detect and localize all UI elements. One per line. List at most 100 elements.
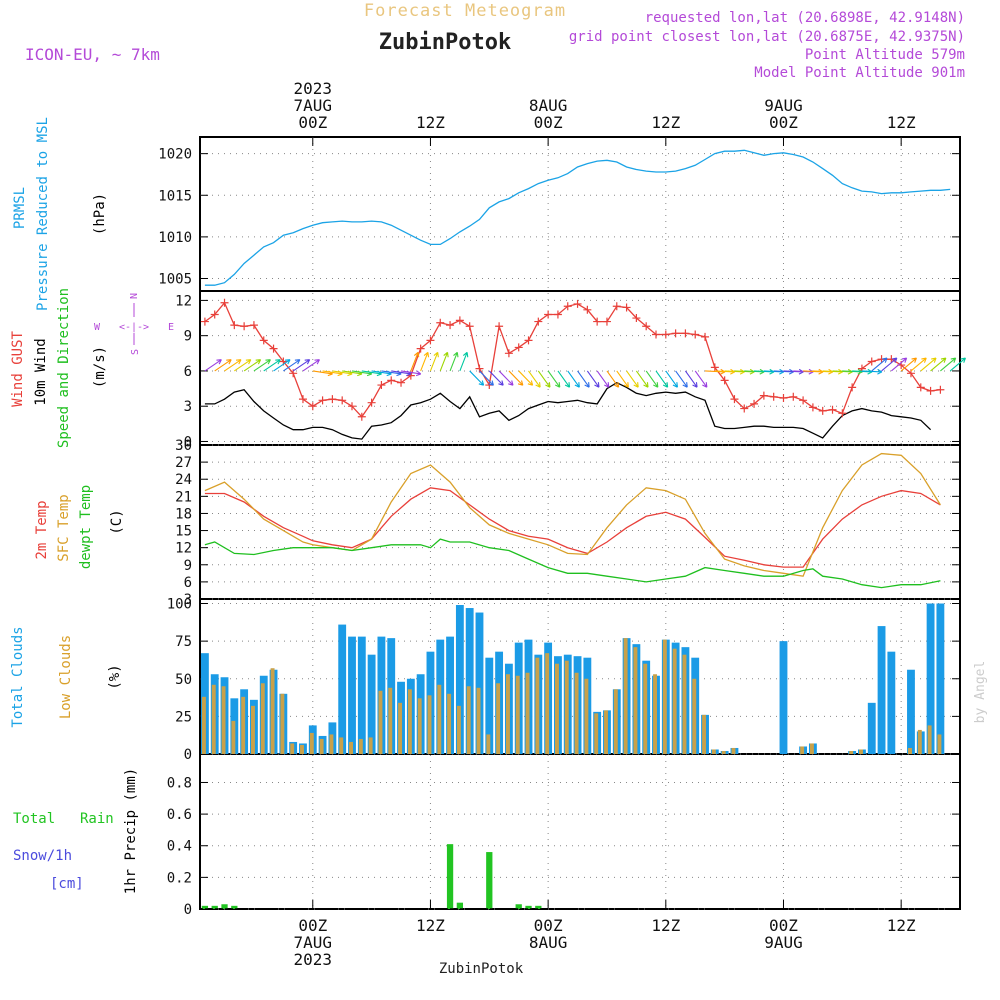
total-cloud-bar xyxy=(475,612,484,754)
wind-direction-arrow xyxy=(684,370,698,388)
total-cloud-bar xyxy=(936,603,945,754)
wind-direction-arrow xyxy=(567,370,580,388)
clouds-y-tick-label: 75 xyxy=(175,634,192,650)
temperature-y-tick-label: 27 xyxy=(175,455,192,471)
low-cloud-bar xyxy=(319,738,324,754)
low-cloud-bar xyxy=(623,638,628,754)
low-cloud-bar xyxy=(251,705,255,754)
low-cloud-bar xyxy=(927,725,932,754)
gust-marker xyxy=(681,329,690,338)
wind-10m-label: 10m Wind xyxy=(33,338,49,405)
c-unit-label: (C) xyxy=(109,509,125,534)
low-cloud-bar xyxy=(349,741,353,754)
wind-direction-arrow xyxy=(635,370,649,388)
gust-marker xyxy=(799,396,808,405)
gust-marker xyxy=(652,330,660,339)
gust-marker xyxy=(740,404,749,413)
low-cloud-bar xyxy=(388,687,393,754)
time-tick-label: 12Z xyxy=(416,113,445,132)
gust-marker xyxy=(691,330,700,339)
low-cloud-bar xyxy=(447,693,452,754)
wind-direction-arrow xyxy=(606,370,620,388)
precipitation-y-tick-label: 0.2 xyxy=(167,870,192,886)
temperature-y-tick-label: 18 xyxy=(175,506,192,522)
model-altitude: Model Point Altitude 901m xyxy=(754,65,965,81)
wind-direction-arrow xyxy=(577,370,590,388)
temperature-y-tick-label: 30 xyxy=(175,438,192,454)
time-tick-label: 00Z xyxy=(298,113,327,132)
time-tick-label: 00Z xyxy=(769,916,798,935)
rain-bar xyxy=(525,905,532,909)
total-cloud-bar xyxy=(485,657,494,754)
total-cloud-bar xyxy=(367,654,376,754)
gust-marker xyxy=(789,392,798,401)
low-cloud-bar xyxy=(260,683,265,754)
gust-marker xyxy=(387,376,396,385)
wind-direction-arrow xyxy=(479,370,494,386)
wind-direction-arrow xyxy=(675,370,688,388)
wind-direction-arrow xyxy=(655,370,669,388)
total-label: Total xyxy=(13,811,55,827)
wind-direction-arrow xyxy=(410,351,420,372)
rain-bar xyxy=(221,904,228,909)
gust-marker xyxy=(926,386,935,395)
temp-line-dewpt-temp xyxy=(204,538,941,589)
rain-bar xyxy=(486,852,493,909)
gust-marker xyxy=(524,336,533,345)
total-cloud-bar xyxy=(357,636,366,754)
gust-marker xyxy=(602,317,611,326)
precipitation-y-tick-label: 0.4 xyxy=(167,839,192,855)
precip-labels: Total Rain Snow/1h [cm] 1hr Precip (mm) xyxy=(13,768,139,894)
low-cloud-bar xyxy=(525,672,530,754)
wind-direction-arrow xyxy=(214,359,232,372)
low-cloud-bar xyxy=(849,750,854,754)
wind-direction-arrow xyxy=(626,370,639,388)
sfc-temp-label: SFC Temp xyxy=(56,494,72,561)
gust-marker xyxy=(661,330,670,339)
low-cloud-bar xyxy=(407,689,412,754)
grid-lines xyxy=(200,137,960,910)
wind-direction-arrow xyxy=(292,359,311,372)
low-cloud-bar xyxy=(437,684,442,754)
wind-direction-arrow xyxy=(302,359,320,372)
low-cloud-bar xyxy=(221,686,226,754)
gust-marker xyxy=(916,383,925,392)
rain-bar xyxy=(515,904,522,909)
gust-marker xyxy=(828,405,837,414)
total-cloud-bar xyxy=(348,636,356,754)
gust-marker xyxy=(298,395,307,404)
low-cloud-bar xyxy=(280,693,285,754)
wind-direction-arrow xyxy=(263,359,281,372)
time-tick-label: 00Z xyxy=(534,113,563,132)
temperature-y-tick-label: 6 xyxy=(184,575,192,591)
wind-direction-arrow xyxy=(439,351,449,372)
rain-bar xyxy=(201,905,209,909)
low-cloud-bar xyxy=(496,683,501,754)
gust-marker xyxy=(465,322,474,331)
wind-direction-arrow xyxy=(224,359,242,372)
low-cloud-bar xyxy=(300,744,304,754)
requested-coords: requested lon,lat (20.6898E, 42.9148N) xyxy=(645,10,965,26)
low-cloud-bar xyxy=(241,696,246,754)
low-cloud-bar xyxy=(476,687,481,754)
gust-marker xyxy=(632,314,641,323)
low-cloud-bar xyxy=(555,663,559,754)
low-cloud-bar xyxy=(486,734,491,754)
snow-label: Snow/1h xyxy=(13,848,72,864)
wind-direction-arrow xyxy=(528,370,541,388)
wind-gust-label: Wind GUST xyxy=(10,331,26,407)
gust-marker xyxy=(348,402,356,411)
gust-marker xyxy=(710,363,719,372)
low-cloud-bar xyxy=(937,734,942,754)
percent-unit-label: (%) xyxy=(107,664,123,689)
wind-direction-arrow xyxy=(557,370,571,388)
wind-direction-arrow xyxy=(449,351,459,372)
wind-direction-arrow xyxy=(920,357,937,372)
low-cloud-bar xyxy=(368,737,373,754)
time-tick-label: 7AUG xyxy=(294,933,333,952)
gust-marker xyxy=(769,392,778,401)
time-tick-label: 9AUG xyxy=(764,96,803,115)
wind-direction-arrow xyxy=(949,357,967,372)
model-name: ICON-EU, ~ 7km xyxy=(25,45,160,64)
